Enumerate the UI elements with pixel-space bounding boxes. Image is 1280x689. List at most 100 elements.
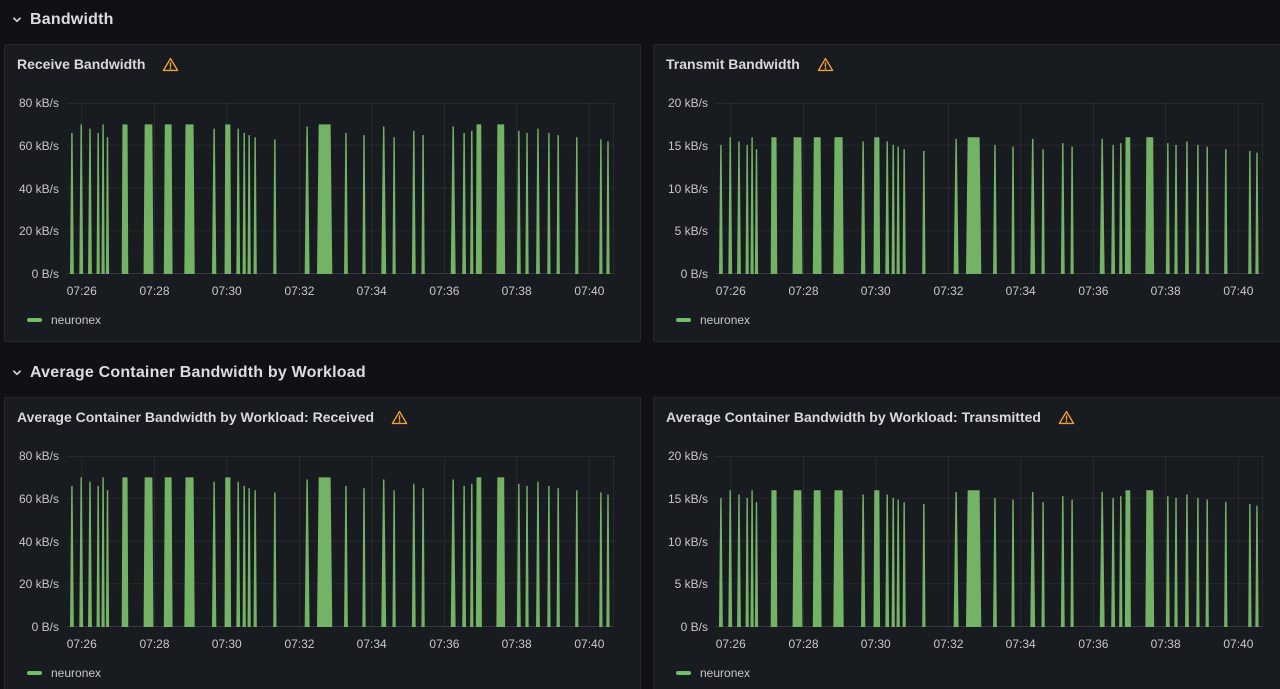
chart-plot-area[interactable] [67, 456, 614, 627]
series-spike [954, 492, 959, 627]
y-axis-tick: 20 kB/s [19, 224, 59, 238]
series-spike [599, 492, 602, 627]
series-spike [248, 488, 251, 627]
series-spike [892, 145, 895, 274]
series-spike [1070, 147, 1073, 274]
series-spike [184, 124, 194, 274]
series-spike [1100, 492, 1105, 627]
legend-series-dash-icon [27, 671, 42, 675]
x-axis-tick: 07:38 [502, 637, 532, 651]
panel-header[interactable]: Average Container Bandwidth by Workload:… [666, 407, 1075, 427]
x-axis-tick: 07:26 [67, 284, 97, 298]
series-spike [1100, 139, 1105, 274]
series-spike [737, 494, 741, 627]
y-axis-tick: 60 kB/s [19, 139, 59, 153]
section-header-bandwidth[interactable]: Bandwidth [0, 0, 1280, 44]
x-axis-tick: 07:34 [1006, 284, 1036, 298]
x-axis-tick: 07:26 [67, 637, 97, 651]
series-spike [1145, 490, 1154, 627]
x-axis-tick: 07:26 [716, 637, 746, 651]
series-spike [243, 133, 246, 274]
series-spike [536, 129, 540, 274]
series-spike [547, 133, 550, 274]
warning-triangle-icon[interactable] [391, 409, 408, 426]
series-spike [248, 135, 251, 274]
series-spike [897, 147, 900, 274]
y-axis-tick: 80 kB/s [19, 96, 59, 110]
series-spike [737, 141, 741, 274]
series-spike [236, 482, 240, 627]
x-axis-tick: 07:36 [429, 637, 459, 651]
series-spike [719, 498, 723, 627]
warning-triangle-icon[interactable] [817, 56, 834, 73]
series-spike [750, 490, 753, 627]
legend-item[interactable]: neuronex [676, 311, 750, 329]
x-axis-tick: 07:38 [1151, 284, 1181, 298]
x-axis-tick: 07:28 [789, 637, 819, 651]
panel-receive-bandwidth: Receive Bandwidth 80 kB/s60 kB/s40 kB/s2… [4, 44, 641, 342]
series-spike [1061, 496, 1065, 627]
series-spike [236, 129, 240, 274]
series-spike [101, 124, 104, 274]
legend-series-dash-icon [676, 671, 691, 675]
legend-item[interactable]: neuronex [676, 664, 750, 682]
series-spike [1070, 500, 1073, 627]
time-series-chart [67, 103, 614, 274]
series-spike [719, 145, 723, 274]
series-spike [1111, 145, 1115, 274]
series-spike [122, 477, 129, 627]
series-spike [70, 486, 74, 627]
warning-triangle-icon[interactable] [162, 56, 179, 73]
warning-triangle-icon[interactable] [1058, 409, 1075, 426]
legend-series-label: neuronex [51, 666, 101, 680]
y-axis-tick: 0 B/s [32, 620, 59, 634]
chart-plot-area[interactable] [67, 103, 614, 274]
x-axis-tick: 07:32 [933, 637, 963, 651]
series-spike [421, 488, 424, 627]
legend-item[interactable]: neuronex [27, 664, 101, 682]
series-spike [164, 124, 173, 274]
series-spike [421, 135, 424, 274]
series-spike [1224, 149, 1227, 274]
y-axis-tick: 40 kB/s [19, 182, 59, 196]
series-spike [1248, 151, 1251, 274]
series-spike [966, 137, 981, 274]
panel-header[interactable]: Average Container Bandwidth by Workload:… [17, 407, 408, 427]
legend-series-dash-icon [27, 318, 42, 322]
x-axis-tick: 07:34 [357, 637, 387, 651]
series-spike [771, 137, 778, 274]
series-spike [1119, 143, 1122, 274]
panel-row-bandwidth: Receive Bandwidth 80 kB/s60 kB/s40 kB/s2… [0, 44, 1280, 342]
series-spike [1166, 143, 1170, 274]
legend-item[interactable]: neuronex [27, 311, 101, 329]
series-spike [97, 486, 100, 627]
chart-plot-area[interactable] [716, 103, 1263, 274]
chart-plot-area[interactable] [716, 456, 1263, 627]
series-spike [317, 124, 332, 274]
series-spike [922, 504, 925, 627]
x-axis-tick: 07:40 [574, 637, 604, 651]
y-axis: 20 kB/s15 kB/s10 kB/s5 kB/s0 B/s [654, 398, 708, 689]
x-axis: 07:2607:2807:3007:3207:3407:3607:3807:40 [716, 284, 1263, 300]
series-spike [833, 490, 843, 627]
time-series-chart [67, 456, 614, 627]
panel-row-average-container-bandwidth: Average Container Bandwidth by Workload:… [0, 397, 1280, 689]
series-spike [451, 127, 456, 274]
panel-average-container-bandwidth-by-workload-received: Average Container Bandwidth by Workload:… [4, 397, 641, 689]
panel-transmit-bandwidth: Transmit Bandwidth 20 kB/s15 kB/s10 kB/s… [653, 44, 1280, 342]
y-axis-tick: 80 kB/s [19, 449, 59, 463]
x-axis-tick: 07:40 [1223, 637, 1253, 651]
series-spike [106, 137, 109, 274]
series-spike [470, 131, 473, 274]
series-spike [575, 137, 578, 274]
y-axis-tick: 15 kB/s [668, 492, 708, 506]
series-spike [412, 484, 416, 627]
legend-series-dash-icon [676, 318, 691, 322]
series-spike [470, 484, 473, 627]
x-axis-tick: 07:38 [502, 284, 532, 298]
series-spike [755, 149, 758, 274]
series-spike [1030, 139, 1035, 274]
series-spike [1041, 149, 1044, 274]
section-header-average-container-bandwidth[interactable]: Average Container Bandwidth by Workload [0, 342, 1280, 397]
x-axis-tick: 07:40 [1223, 284, 1253, 298]
